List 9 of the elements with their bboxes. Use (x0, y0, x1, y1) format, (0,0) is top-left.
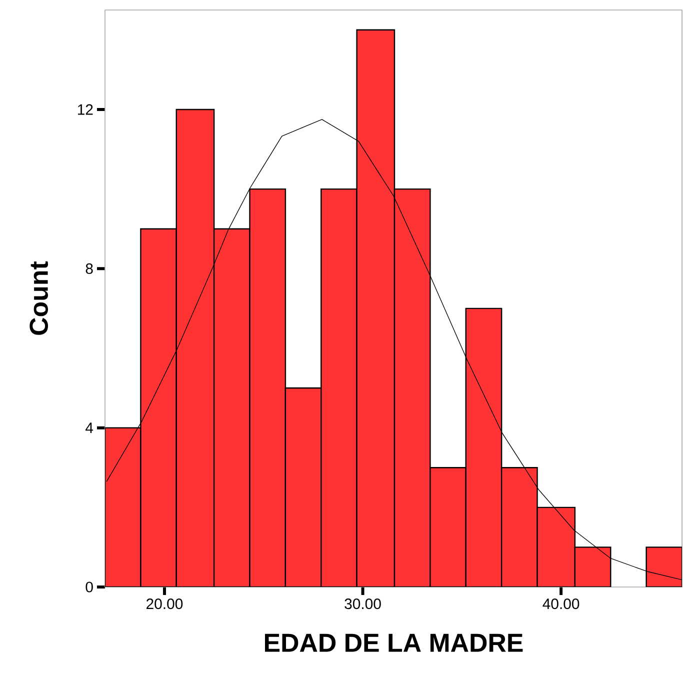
y-tick-label: 4 (86, 422, 94, 433)
x-tick-label: 40.00 (542, 598, 580, 610)
y-axis-title: Count (30, 261, 48, 335)
y-tick-label: 0 (86, 582, 93, 592)
y-tick-label: 8 (86, 263, 93, 274)
x-axis-title: EDAD DE LA MADRE (265, 634, 523, 652)
x-tick-label: 20.00 (146, 598, 183, 610)
y-tick-label: 12 (78, 104, 93, 115)
x-tick-label: 30.00 (344, 598, 381, 610)
